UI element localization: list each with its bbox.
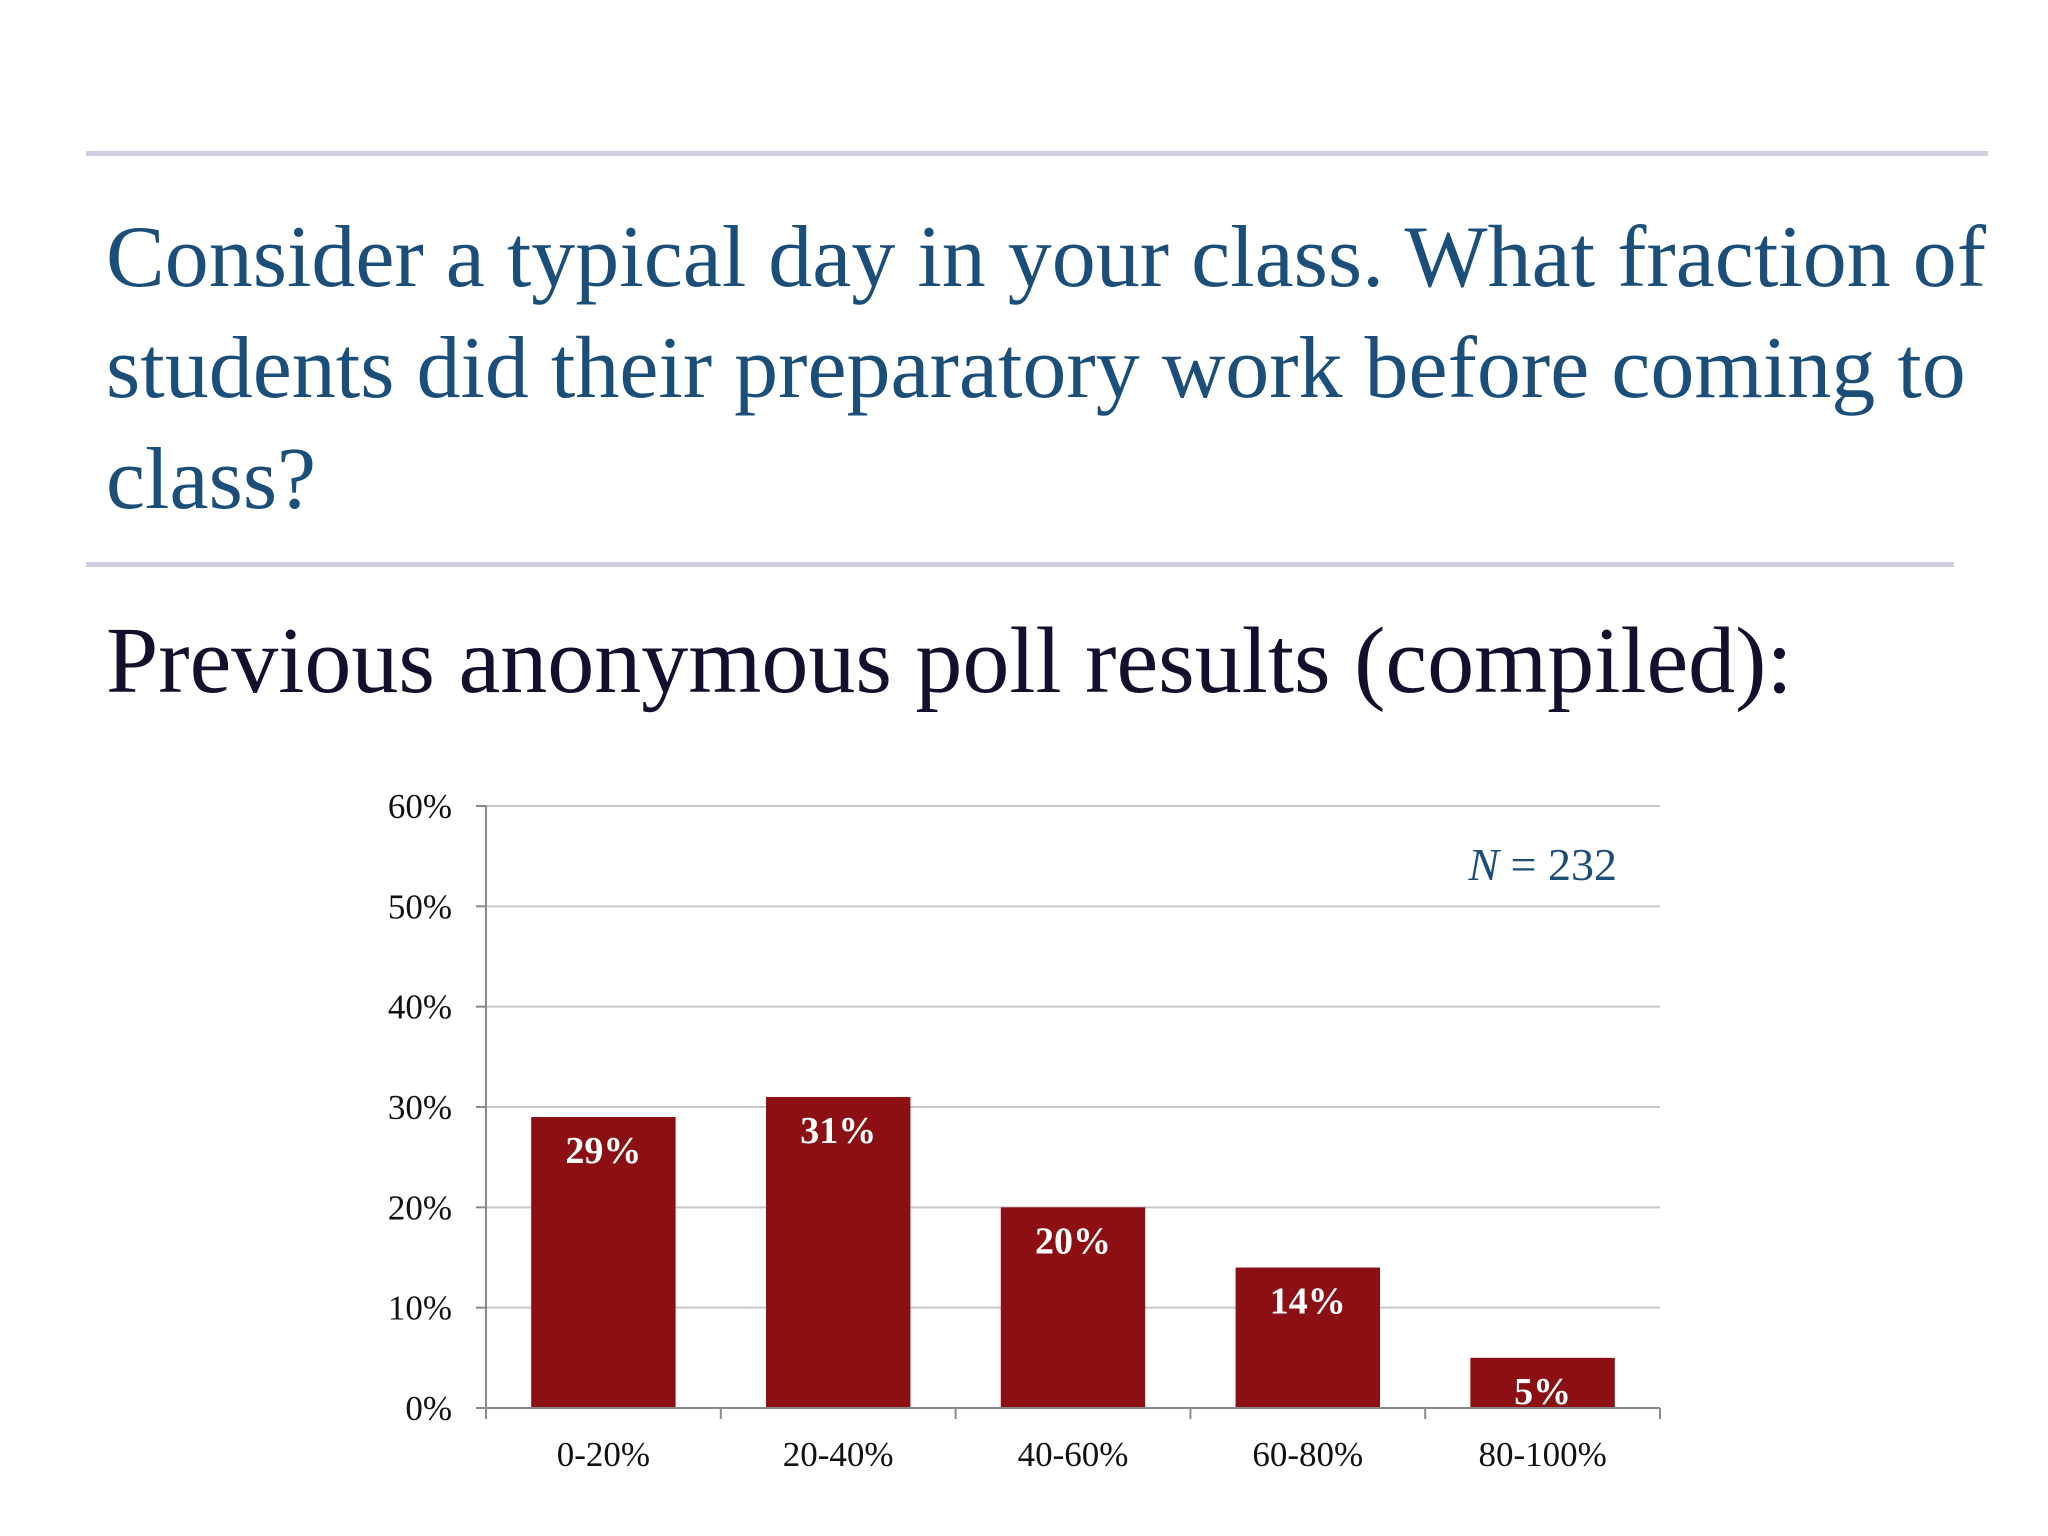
y-tick-label: 30% xyxy=(388,1088,452,1127)
y-tick-label: 50% xyxy=(388,887,452,926)
bar-value-label: 5% xyxy=(1514,1371,1571,1413)
x-tick-label: 80-100% xyxy=(1478,1435,1606,1474)
bar xyxy=(531,1117,676,1408)
x-tick-label: 40-60% xyxy=(1018,1435,1129,1474)
slide-subtitle: Previous anonymous poll results (compile… xyxy=(106,609,1793,713)
slide-question: Consider a typical day in your class. Wh… xyxy=(106,209,1987,528)
labels: 0% 10% 20% 30% 40% 50% 60% 29% 0-20% 31% 20-40% 20%… xyxy=(388,787,1607,1474)
sample-size-variable: N xyxy=(1467,839,1501,890)
y-tick-label: 40% xyxy=(388,988,452,1027)
bar-value-label: 29% xyxy=(565,1130,641,1172)
x-tick-label: 60-80% xyxy=(1252,1435,1363,1474)
x-tick-label: 20-40% xyxy=(783,1435,894,1474)
y-tick-label: 60% xyxy=(388,787,452,826)
axes xyxy=(476,805,1661,1419)
bar-value-label: 14% xyxy=(1270,1281,1346,1323)
bar xyxy=(1235,1267,1381,1408)
bar-value-label: 20% xyxy=(1035,1220,1111,1262)
bar xyxy=(1470,1357,1615,1408)
sample-size-value: = 232 xyxy=(1499,839,1617,890)
sample-size-annotation: N = 232 xyxy=(1467,839,1617,890)
bottom-divider xyxy=(86,562,1954,567)
y-tick-label: 0% xyxy=(405,1389,452,1428)
bars xyxy=(531,1096,1615,1408)
bar-value-label: 31% xyxy=(800,1110,876,1152)
y-tick-label: 20% xyxy=(388,1188,452,1227)
top-divider xyxy=(86,151,1988,156)
bar xyxy=(765,1096,911,1408)
x-tick-label: 0-20% xyxy=(557,1435,650,1474)
y-tick-label: 10% xyxy=(388,1289,452,1328)
bar xyxy=(1000,1207,1146,1408)
